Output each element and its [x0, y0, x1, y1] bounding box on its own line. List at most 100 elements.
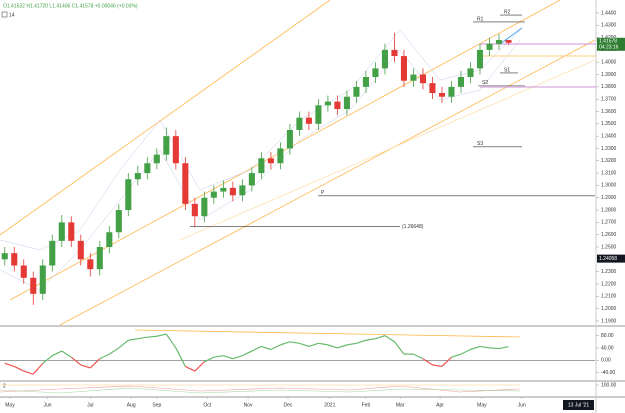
candle-body — [115, 210, 122, 233]
candle-body — [438, 93, 446, 97]
osc-segment — [337, 344, 348, 349]
level-label: S1 — [504, 67, 510, 73]
x-tick-label: Dec — [284, 402, 293, 408]
last-price-label: 1.41578 — [599, 39, 617, 45]
candle-body — [220, 187, 227, 192]
candle-body — [201, 197, 208, 217]
osc-segment — [175, 347, 186, 367]
last-price-box — [597, 37, 625, 51]
osc-segment — [213, 355, 224, 358]
candle-body — [505, 40, 512, 43]
candle-body — [277, 148, 284, 164]
osc-segment — [489, 347, 500, 350]
marker-price-box — [597, 254, 625, 263]
candle-body — [239, 185, 246, 196]
x-tick-label: Jul — [87, 402, 93, 408]
candle-body — [410, 74, 417, 81]
osc-segment — [375, 335, 386, 340]
y-tick-label: 1.4300 — [601, 23, 617, 29]
candle-body — [1, 253, 8, 260]
osc-segment — [365, 338, 376, 341]
candle-body — [486, 43, 493, 50]
candle-body — [39, 265, 46, 294]
x-tick-label: Apr — [436, 402, 444, 408]
osc-segment — [89, 358, 101, 369]
ohlc-header: O1.41532 H1.41720 L1.41406 C1.41578 +0.0… — [3, 3, 138, 9]
candle-body — [210, 191, 217, 198]
band-line — [0, 29, 521, 251]
candle-body — [286, 129, 293, 149]
osc-segment — [204, 356, 215, 363]
candle-body — [11, 253, 18, 266]
candle-body — [334, 101, 341, 110]
x-tick-label: Aug — [127, 402, 136, 408]
interval-label: 14 — [9, 12, 15, 18]
lower-pane-lines — [0, 384, 521, 394]
x-tick-label: Sep — [152, 402, 161, 408]
y-tick-label: 1.2000 — [601, 306, 617, 312]
y-tick-label: 1.2600 — [601, 232, 617, 238]
osc-segment — [42, 355, 53, 364]
candle-body — [372, 68, 379, 77]
osc-segment — [32, 362, 44, 375]
x-tick-label: Jun — [43, 402, 51, 408]
osc-tick-label: 40.00 — [601, 345, 614, 351]
osc-segment — [451, 353, 462, 358]
osc-segment — [384, 335, 395, 343]
level-label: S3 — [477, 141, 483, 147]
osc-segment — [261, 345, 272, 351]
y-tick-label: 1.3800 — [601, 84, 617, 90]
osc-segment — [61, 350, 72, 358]
osc-segment — [356, 339, 367, 344]
y-tick-label: 1.4400 — [601, 10, 617, 16]
candle-body — [58, 222, 65, 241]
candle-body — [476, 49, 484, 69]
date-marker-label: 13 Jul '21 — [568, 402, 589, 408]
osc-segment — [498, 346, 509, 350]
osc-segment — [470, 345, 481, 351]
y-tick-label: 1.2300 — [601, 269, 617, 275]
candle-body — [495, 40, 503, 44]
osc-segment — [99, 353, 110, 360]
level-label: P — [321, 190, 325, 196]
candle-body — [467, 68, 474, 77]
osc-segment — [251, 345, 262, 352]
osc-segment — [422, 358, 433, 366]
candle-body — [229, 187, 236, 196]
y-tick-label: 1.3100 — [601, 170, 617, 176]
level-label: (1.26648) — [402, 224, 424, 230]
y-tick-label: 1.3300 — [601, 146, 617, 152]
lower-line — [0, 385, 521, 393]
y-tick-label: 1.3500 — [601, 121, 617, 127]
y-tick-label: 1.1900 — [601, 318, 617, 324]
lower-pane-label: 2 — [3, 383, 6, 389]
candle-body — [49, 240, 56, 266]
osc-segment — [52, 350, 63, 357]
x-tick-label: Feb — [362, 402, 371, 408]
osc-segment — [232, 355, 243, 360]
candle-body — [144, 163, 151, 174]
osc-segment — [432, 364, 443, 368]
candle-body — [419, 74, 427, 84]
candle-body — [457, 76, 465, 87]
candle-body — [30, 277, 37, 294]
osc-segment — [137, 336, 148, 340]
osc-segment — [147, 335, 157, 338]
candle-body — [153, 154, 160, 164]
marker-price-label: 1.24058 — [599, 256, 617, 262]
candle-body — [191, 203, 198, 217]
candle-body — [381, 49, 388, 69]
osc-segment — [280, 341, 291, 346]
osc-segment — [308, 342, 319, 347]
x-tick-label: Oct — [203, 402, 211, 408]
candle-body — [248, 173, 255, 186]
candle-body — [429, 83, 436, 94]
osc-segment — [460, 348, 471, 355]
osc-segment — [185, 365, 196, 372]
candle-body — [87, 259, 94, 270]
projection-arrow — [499, 27, 523, 45]
osc-segment — [4, 362, 15, 368]
channel-line — [179, 59, 596, 241]
